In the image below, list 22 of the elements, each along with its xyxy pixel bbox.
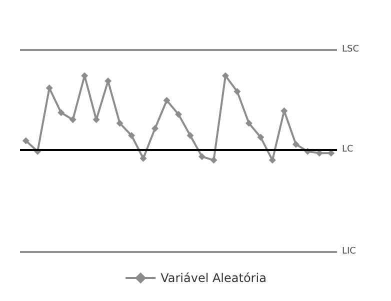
point: [152, 124, 159, 132]
point: [163, 96, 170, 104]
point: [245, 120, 252, 127]
point: [210, 156, 218, 164]
point: [128, 132, 136, 140]
ref-line-label: LIC: [342, 246, 356, 257]
point: [257, 134, 264, 141]
point: [198, 153, 206, 160]
point: [22, 137, 30, 144]
point: [186, 132, 194, 140]
point: [116, 120, 124, 127]
legend-label: Variável Aleatória: [160, 271, 266, 285]
point: [69, 116, 76, 124]
point: [140, 154, 147, 162]
point: [268, 156, 276, 164]
ref-line-label: LSC: [342, 44, 360, 54]
point: [58, 109, 65, 116]
point: [234, 88, 241, 96]
ref-line-label: LC: [342, 144, 354, 155]
point: [175, 110, 182, 118]
point: [222, 72, 229, 80]
point: [292, 140, 300, 148]
